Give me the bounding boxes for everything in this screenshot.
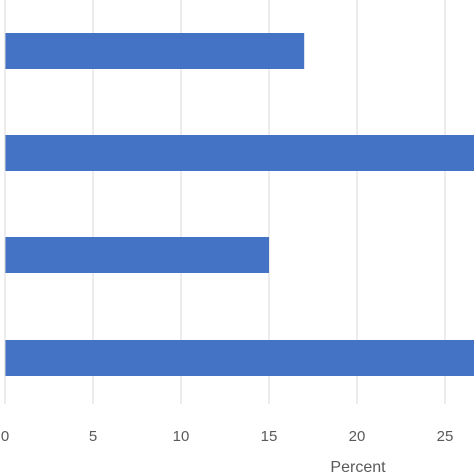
bar-2 xyxy=(5,135,474,171)
x-tick-label-0: 0 xyxy=(1,428,9,445)
bar-3 xyxy=(5,237,269,273)
x-tick-label-20: 20 xyxy=(349,428,366,445)
x-tick-label-15: 15 xyxy=(261,428,278,445)
bars xyxy=(5,33,474,376)
bar-1 xyxy=(5,33,305,69)
x-axis-ticks: 0 5 10 15 20 25 xyxy=(1,428,454,445)
bar-4 xyxy=(5,340,474,376)
x-axis-title: Percent xyxy=(330,459,386,474)
x-tick-label-5: 5 xyxy=(89,428,97,445)
x-tick-label-25: 25 xyxy=(437,428,454,445)
x-tick-label-10: 10 xyxy=(173,428,190,445)
